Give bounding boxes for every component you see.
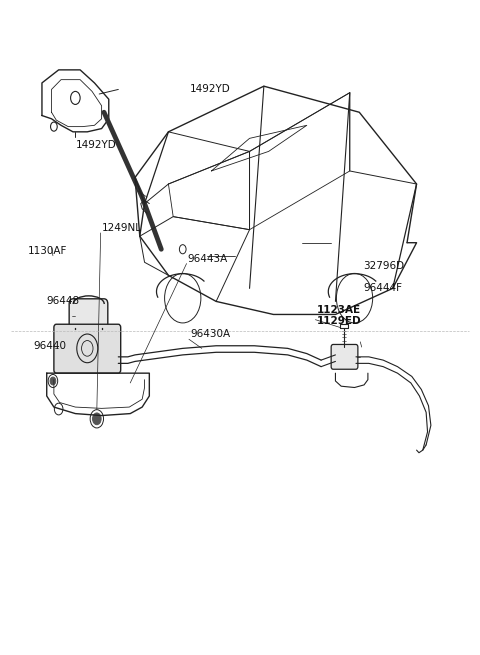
Text: 1123AE: 1123AE [316,305,360,315]
Text: 96430A: 96430A [190,329,230,339]
Text: 1129ED: 1129ED [316,316,361,326]
Text: 1492YD: 1492YD [190,84,231,94]
Circle shape [50,377,56,385]
Text: 32796D: 32796D [363,261,404,271]
FancyBboxPatch shape [54,324,120,373]
FancyBboxPatch shape [331,345,358,369]
Text: 96440: 96440 [34,341,67,351]
FancyBboxPatch shape [69,299,108,334]
Text: 96443A: 96443A [188,254,228,264]
Text: 1492YD: 1492YD [75,140,116,150]
Text: 1130AF: 1130AF [28,246,67,255]
Text: 96448: 96448 [47,297,80,307]
Circle shape [93,413,101,424]
Text: 1249NL: 1249NL [102,223,142,233]
Text: 96444F: 96444F [363,284,402,293]
